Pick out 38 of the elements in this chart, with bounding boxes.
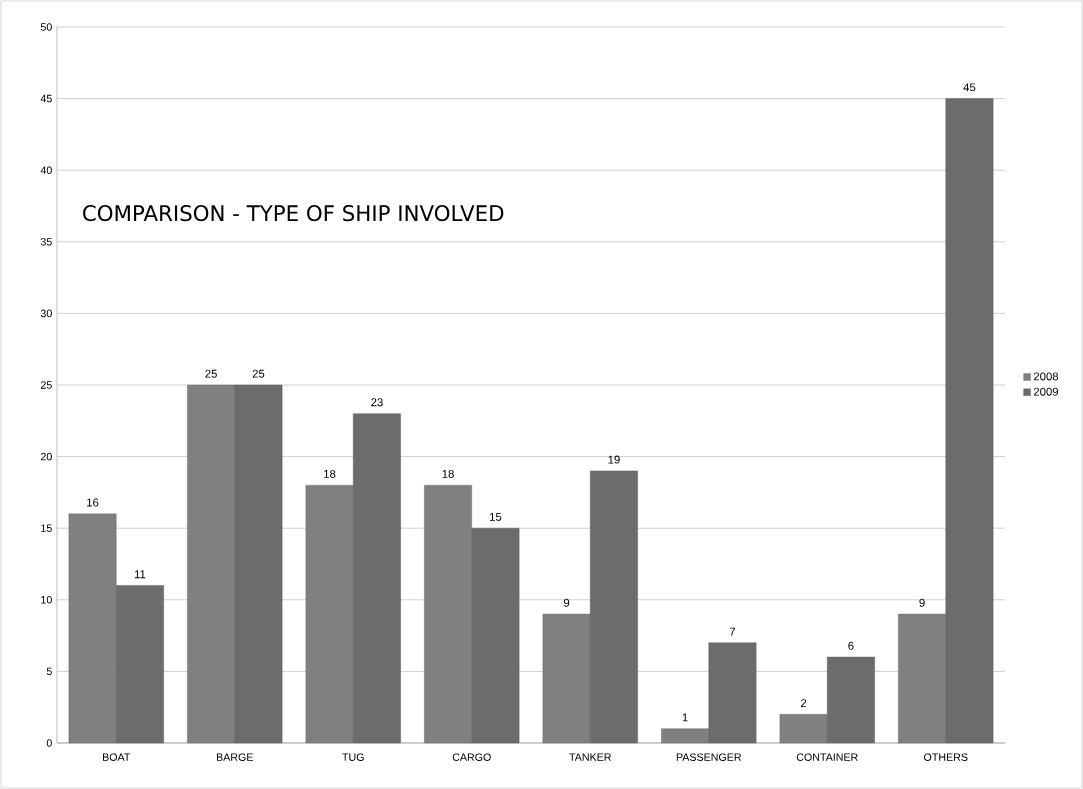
y-tick-label: 50 (40, 23, 52, 31)
x-tick-label: TANKER (569, 753, 611, 761)
data-label: 25 (205, 369, 217, 378)
data-label: 15 (490, 512, 502, 521)
legend-label: 2009 (1033, 387, 1059, 396)
y-tick-label: 35 (40, 238, 52, 246)
data-label: 23 (371, 398, 383, 407)
y-tick-label: 40 (40, 166, 52, 174)
y-tick-label: 0 (46, 739, 52, 747)
x-tick-label: CONTAINER (796, 753, 858, 761)
data-label: 18 (324, 469, 336, 478)
x-tick-label: CARGO (452, 753, 491, 761)
y-tick-label: 30 (40, 309, 52, 318)
data-label: 9 (563, 598, 570, 607)
y-tick-label: 25 (40, 381, 52, 389)
text: COMPARISON - TYPE OF SHIP INVOLVED (83, 205, 504, 222)
y-tick-label: 15 (41, 524, 52, 532)
data-label: 45 (963, 83, 976, 92)
legend-label: 2008 (1033, 372, 1059, 381)
data-label: 1 (682, 713, 688, 722)
x-tick-label: BARGE (216, 753, 253, 761)
x-tick-label: TUG (342, 753, 364, 761)
data-label: 6 (848, 641, 854, 650)
x-tick-label: BOAT (103, 753, 131, 761)
data-label: 16 (87, 498, 99, 507)
data-label: 11 (134, 570, 146, 579)
data-label: 19 (608, 455, 620, 464)
data-label: 9 (919, 598, 925, 607)
x-tick-label: OTHERS (924, 753, 968, 761)
data-label: 18 (442, 469, 454, 478)
y-tick-label: 20 (40, 452, 52, 461)
data-label: 7 (729, 627, 736, 636)
y-tick-label: 45 (40, 94, 52, 103)
data-label: 25 (252, 369, 265, 378)
y-tick-label: 5 (46, 667, 52, 676)
data-label: 2 (800, 699, 807, 708)
y-tick-label: 10 (41, 596, 52, 604)
x-tick-label: PASSENGER (676, 753, 742, 761)
